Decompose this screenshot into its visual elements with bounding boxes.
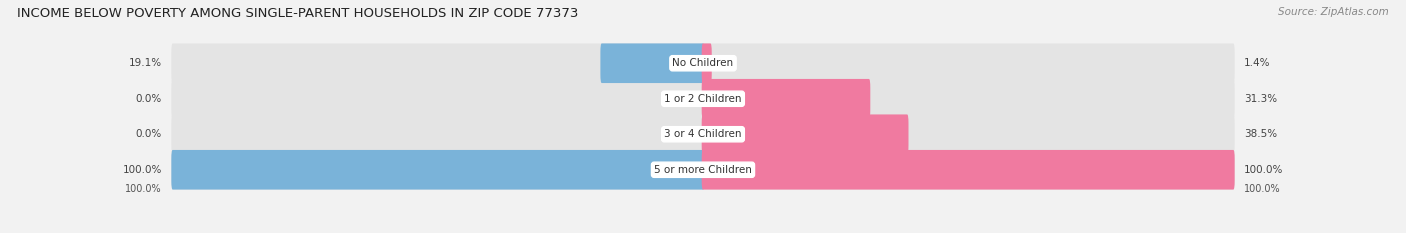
Text: 1.4%: 1.4%: [1244, 58, 1271, 68]
FancyBboxPatch shape: [702, 79, 870, 119]
Text: 0.0%: 0.0%: [136, 94, 162, 104]
FancyBboxPatch shape: [702, 114, 1234, 154]
Text: 100.0%: 100.0%: [125, 184, 162, 194]
FancyBboxPatch shape: [172, 150, 704, 190]
FancyBboxPatch shape: [702, 43, 1234, 83]
Text: 100.0%: 100.0%: [1244, 165, 1284, 175]
FancyBboxPatch shape: [172, 43, 704, 83]
FancyBboxPatch shape: [600, 43, 704, 83]
FancyBboxPatch shape: [702, 79, 1234, 119]
FancyBboxPatch shape: [702, 150, 1234, 190]
Text: 100.0%: 100.0%: [1244, 184, 1281, 194]
FancyBboxPatch shape: [172, 150, 704, 190]
Text: 5 or more Children: 5 or more Children: [654, 165, 752, 175]
Text: 31.3%: 31.3%: [1244, 94, 1277, 104]
Text: 1 or 2 Children: 1 or 2 Children: [664, 94, 742, 104]
FancyBboxPatch shape: [702, 150, 1234, 190]
Text: Source: ZipAtlas.com: Source: ZipAtlas.com: [1278, 7, 1389, 17]
Text: 38.5%: 38.5%: [1244, 129, 1277, 139]
Text: INCOME BELOW POVERTY AMONG SINGLE-PARENT HOUSEHOLDS IN ZIP CODE 77373: INCOME BELOW POVERTY AMONG SINGLE-PARENT…: [17, 7, 578, 20]
Text: 19.1%: 19.1%: [129, 58, 162, 68]
FancyBboxPatch shape: [172, 114, 704, 154]
Text: 100.0%: 100.0%: [122, 165, 162, 175]
Text: 0.0%: 0.0%: [136, 129, 162, 139]
FancyBboxPatch shape: [702, 114, 908, 154]
Text: 3 or 4 Children: 3 or 4 Children: [664, 129, 742, 139]
FancyBboxPatch shape: [172, 79, 704, 119]
Text: No Children: No Children: [672, 58, 734, 68]
FancyBboxPatch shape: [702, 43, 711, 83]
